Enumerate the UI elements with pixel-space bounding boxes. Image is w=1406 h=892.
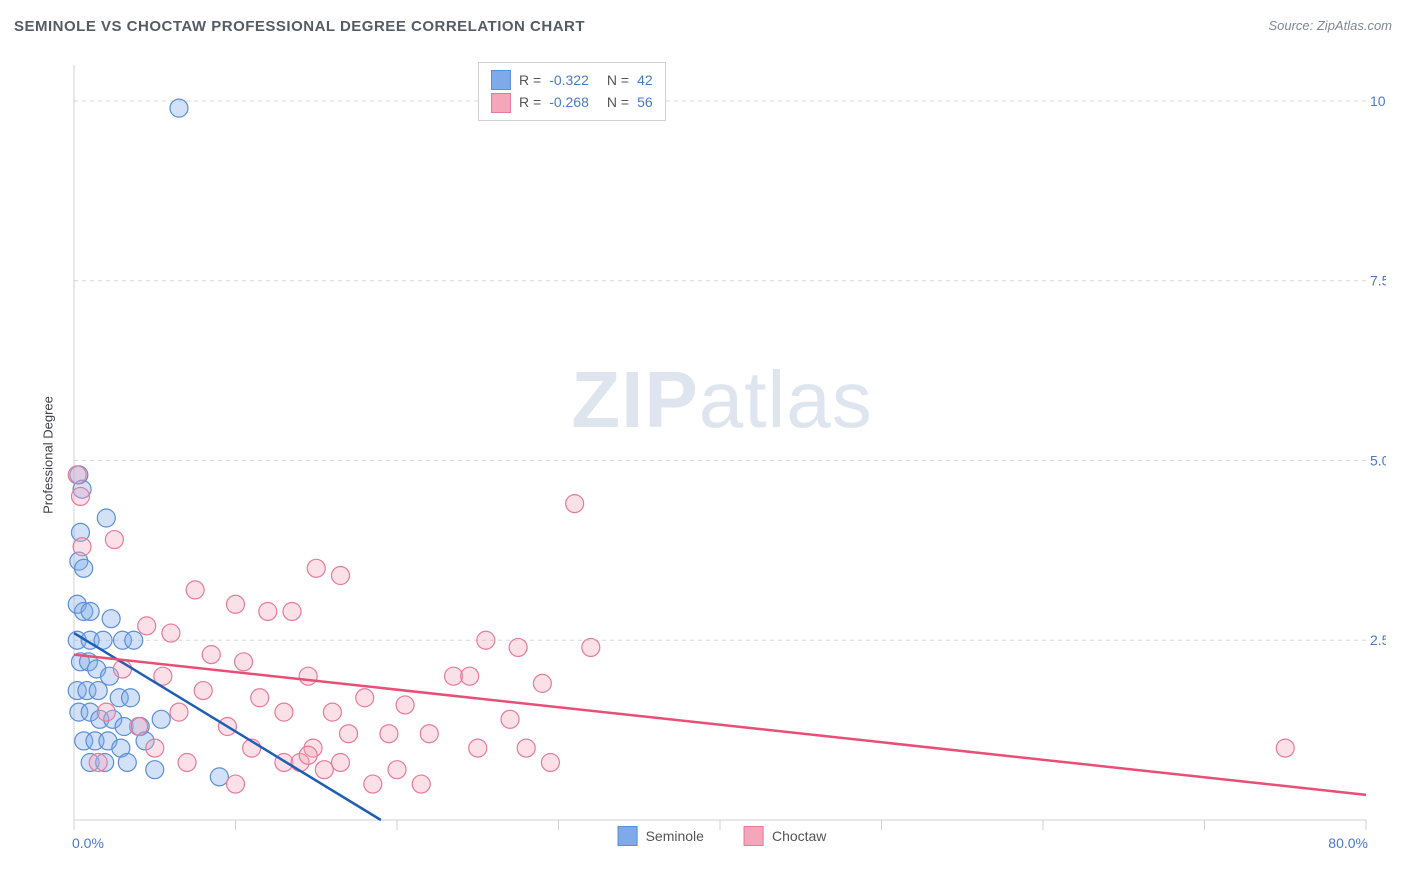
data-point	[146, 739, 164, 757]
series-legend: Seminole Choctaw	[618, 826, 827, 846]
legend-r-value: -0.322	[549, 69, 589, 91]
data-point	[122, 689, 140, 707]
series-legend-label: Seminole	[646, 828, 704, 844]
trend-line	[74, 655, 1366, 795]
data-point	[307, 559, 325, 577]
data-point	[251, 689, 269, 707]
legend-swatch	[744, 826, 764, 846]
data-point	[331, 753, 349, 771]
legend-r-label: R =	[519, 91, 541, 113]
data-point	[146, 761, 164, 779]
data-point	[275, 703, 293, 721]
data-point	[130, 718, 148, 736]
data-point	[89, 682, 107, 700]
data-point	[194, 682, 212, 700]
data-point	[388, 761, 406, 779]
data-point	[501, 710, 519, 728]
data-point	[81, 602, 99, 620]
data-point	[202, 646, 220, 664]
x-tick-label: 80.0%	[1328, 835, 1368, 850]
series-legend-label: Choctaw	[772, 828, 826, 844]
data-point	[170, 703, 188, 721]
data-point	[1276, 739, 1294, 757]
data-point	[566, 495, 584, 513]
data-point	[105, 531, 123, 549]
axis-ticks: 2.5% 5.0% 7.5% 10.0% 0.0% 80.0%	[72, 93, 1386, 850]
data-point	[396, 696, 414, 714]
legend-swatch	[618, 826, 638, 846]
series-legend-item: Choctaw	[744, 826, 826, 846]
legend-n-value: 42	[637, 69, 653, 91]
data-point	[178, 753, 196, 771]
legend-n-label: N =	[607, 69, 629, 91]
data-point	[259, 602, 277, 620]
data-point	[517, 739, 535, 757]
data-point	[118, 753, 136, 771]
data-point	[227, 775, 245, 793]
data-point	[461, 667, 479, 685]
data-point	[364, 775, 382, 793]
data-point	[97, 703, 115, 721]
data-point	[138, 617, 156, 635]
y-tick-label: 10.0%	[1370, 93, 1386, 109]
data-point	[340, 725, 358, 743]
data-point	[299, 746, 317, 764]
data-point	[477, 631, 495, 649]
y-tick-label: 2.5%	[1370, 632, 1386, 648]
data-point	[152, 710, 170, 728]
data-point	[299, 667, 317, 685]
data-point	[162, 624, 180, 642]
data-point	[323, 703, 341, 721]
legend-r-label: R =	[519, 69, 541, 91]
data-point	[68, 466, 86, 484]
data-point	[186, 581, 204, 599]
data-point	[445, 667, 463, 685]
stats-legend: R = -0.322 N = 42 R = -0.268 N = 56	[478, 62, 666, 121]
data-point	[541, 753, 559, 771]
data-point	[170, 99, 188, 117]
data-point	[356, 689, 374, 707]
data-point	[412, 775, 430, 793]
plot-area: Professional Degree 2.5%5.0%7.5%10.0%0.0…	[48, 60, 1396, 850]
data-point	[102, 610, 120, 628]
trend-lines	[74, 633, 1366, 820]
data-point	[125, 631, 143, 649]
legend-n-label: N =	[607, 91, 629, 113]
source-attribution: Source: ZipAtlas.com	[1268, 18, 1392, 33]
data-point	[509, 638, 527, 656]
legend-swatch	[491, 70, 511, 90]
data-point	[71, 487, 89, 505]
x-tick-label: 0.0%	[72, 835, 104, 850]
series-legend-item: Seminole	[618, 826, 704, 846]
data-point	[420, 725, 438, 743]
data-point	[235, 653, 253, 671]
data-point	[283, 602, 301, 620]
stats-legend-row: R = -0.322 N = 42	[491, 69, 653, 91]
stats-legend-row: R = -0.268 N = 56	[491, 91, 653, 113]
chart-title: SEMINOLE VS CHOCTAW PROFESSIONAL DEGREE …	[14, 18, 585, 35]
data-point	[331, 567, 349, 585]
data-point	[469, 739, 487, 757]
data-point	[210, 768, 228, 786]
data-points	[68, 99, 1294, 793]
data-point	[227, 595, 245, 613]
data-point	[315, 761, 333, 779]
data-point	[533, 674, 551, 692]
data-point	[75, 559, 93, 577]
legend-swatch	[491, 93, 511, 113]
legend-r-value: -0.268	[549, 91, 589, 113]
data-point	[582, 638, 600, 656]
y-tick-label: 7.5%	[1370, 273, 1386, 289]
axes	[74, 65, 1366, 830]
scatter-plot-svg: 2.5% 5.0% 7.5% 10.0% 0.0% 80.0%	[66, 60, 1386, 850]
data-point	[380, 725, 398, 743]
data-point	[97, 509, 115, 527]
y-tick-label: 5.0%	[1370, 452, 1386, 468]
data-point	[89, 753, 107, 771]
y-axis-label: Professional Degree	[41, 396, 56, 514]
data-point	[73, 538, 91, 556]
legend-n-value: 56	[637, 91, 653, 113]
gridlines	[74, 101, 1366, 640]
